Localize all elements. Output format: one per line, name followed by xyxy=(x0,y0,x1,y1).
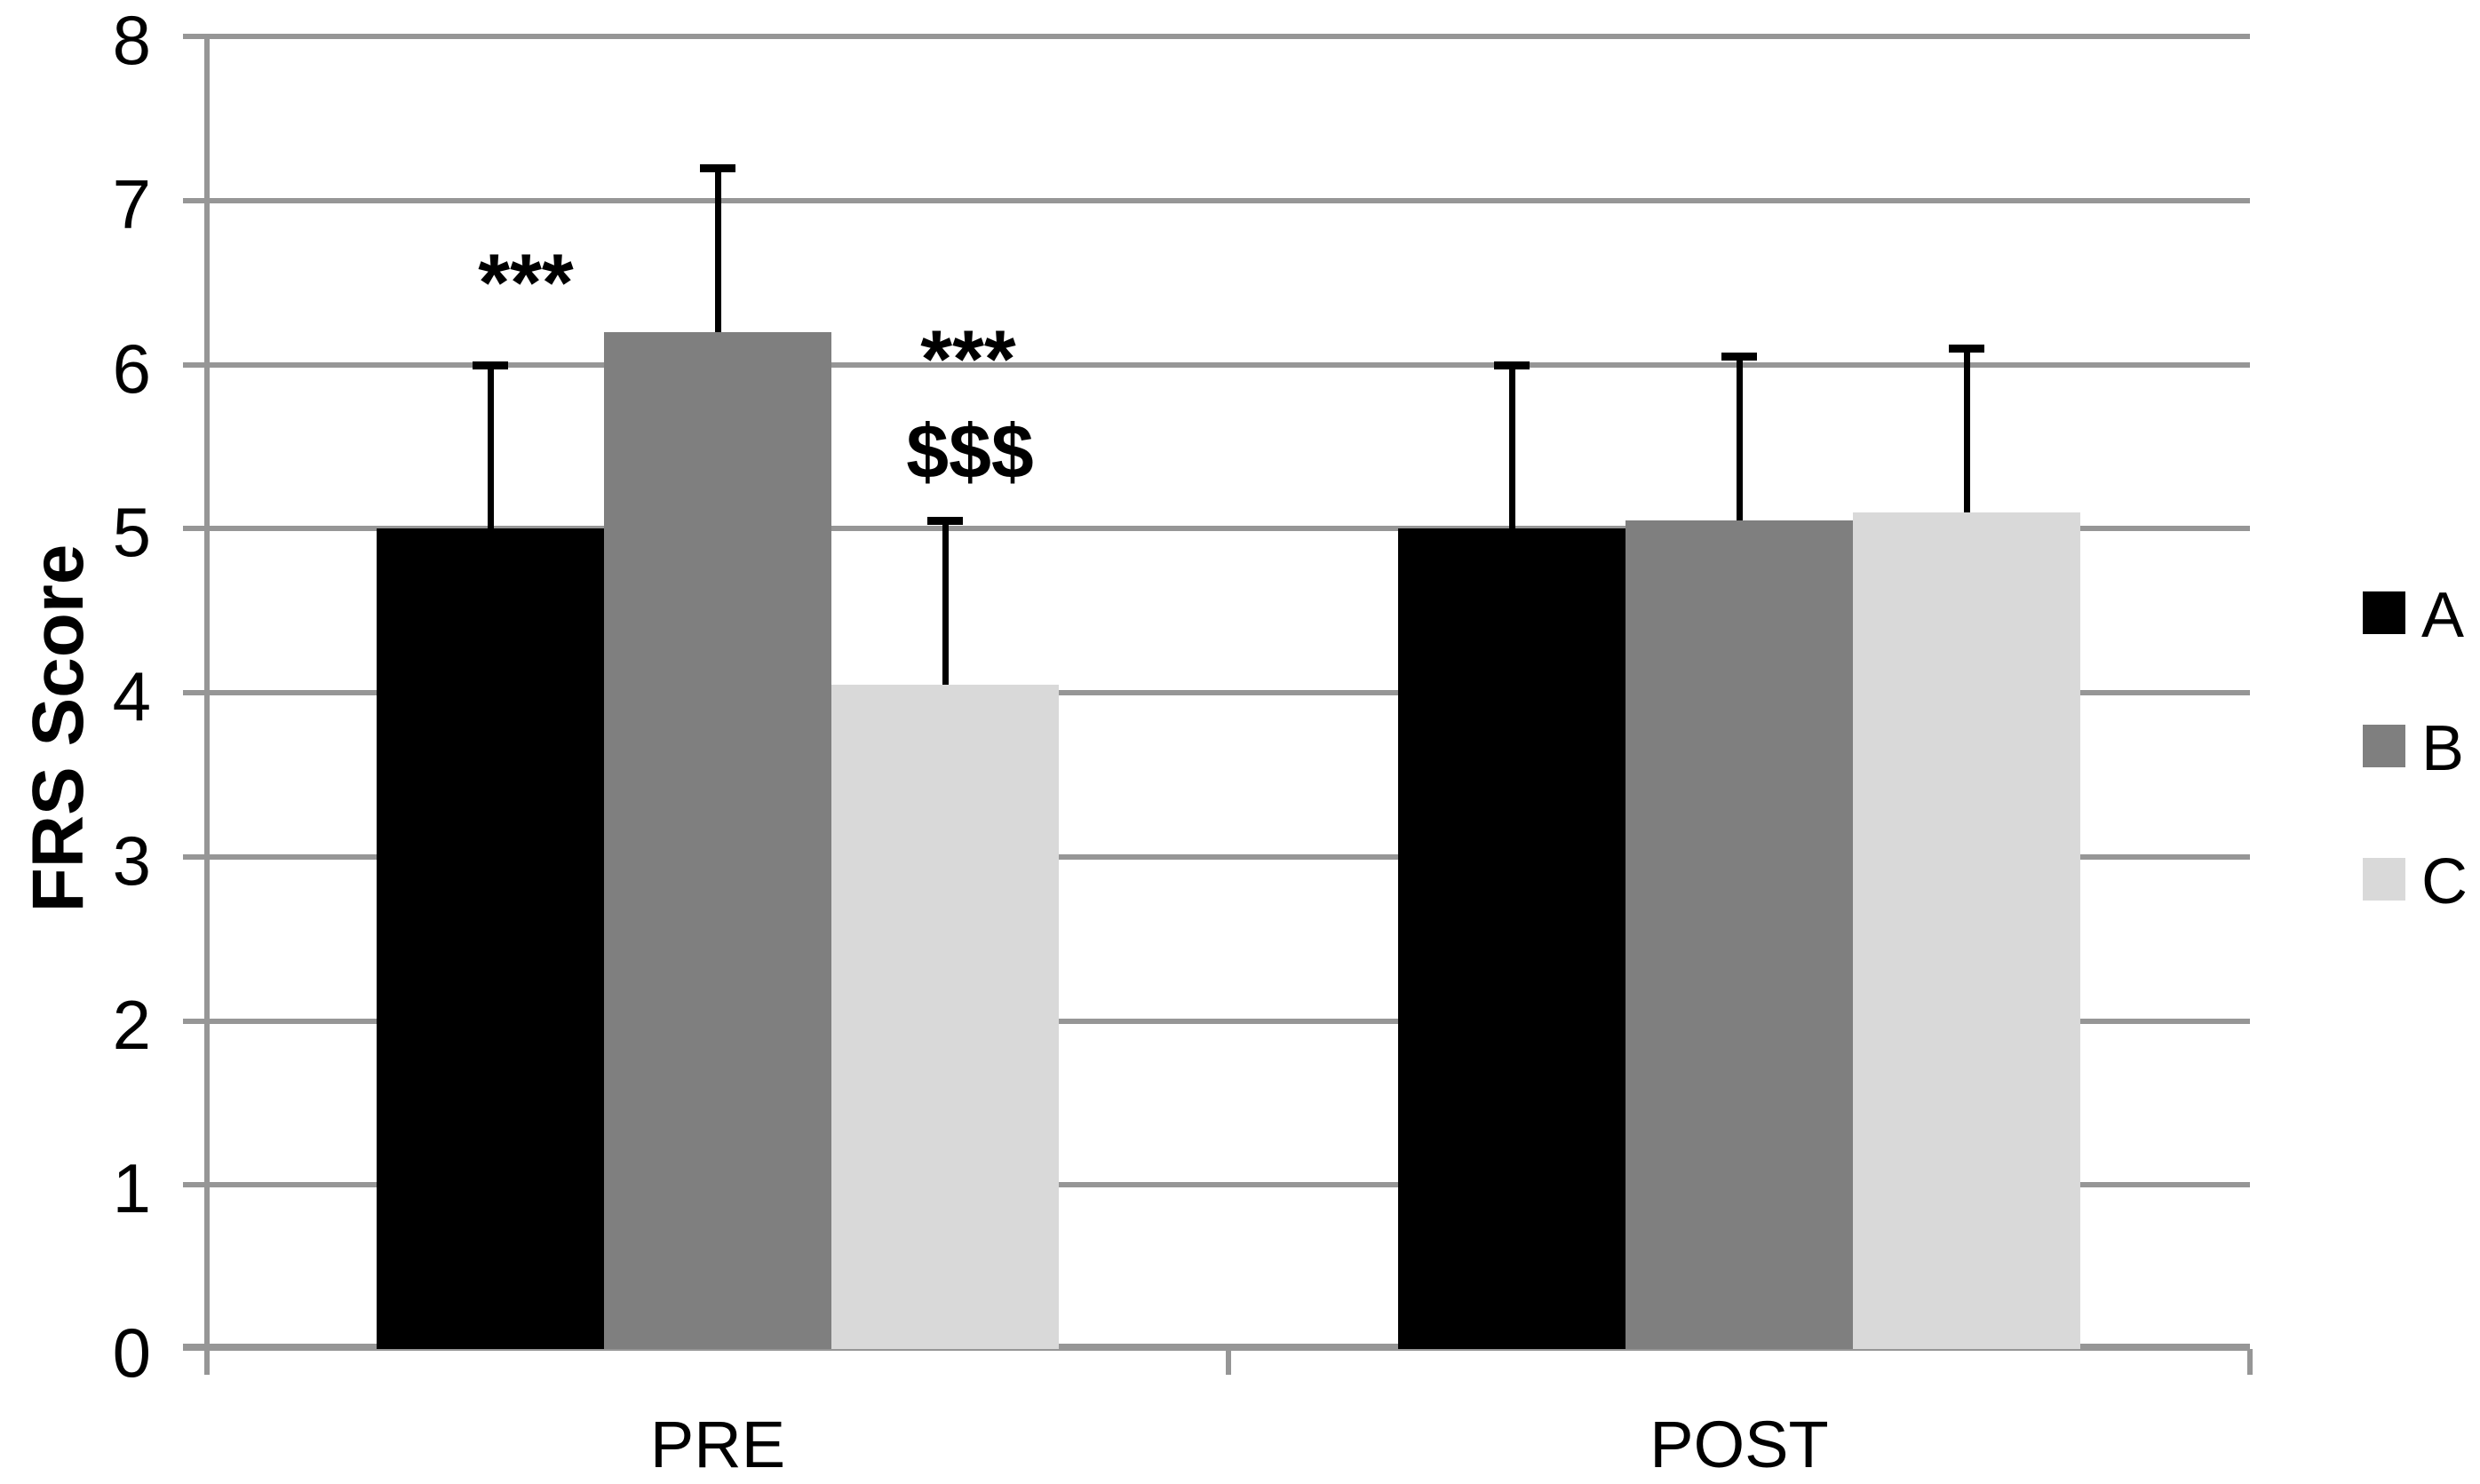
gridline xyxy=(183,853,2250,860)
x-axis-tick xyxy=(1226,1349,1231,1375)
bar-post-a xyxy=(1398,528,1626,1349)
bar-pre-b xyxy=(604,331,831,1349)
error-bar-cap xyxy=(1721,353,1757,361)
legend-swatch-b xyxy=(2363,725,2405,767)
y-tick-label: 8 xyxy=(112,1,151,79)
legend-swatch-c xyxy=(2363,858,2405,901)
error-bar-cap xyxy=(700,163,735,172)
gridline xyxy=(183,526,2250,532)
significance-annotation: $$$ xyxy=(906,409,1034,495)
error-bar-whisker xyxy=(714,167,721,332)
bar-post-c xyxy=(1853,512,2080,1349)
y-tick-label: 2 xyxy=(112,985,151,1064)
gridline xyxy=(183,34,2250,39)
error-bar-cap xyxy=(1494,361,1530,369)
error-bar-whisker xyxy=(1508,364,1515,529)
error-bar-whisker xyxy=(942,520,949,685)
y-tick-label: 7 xyxy=(112,164,151,243)
error-bar-cap xyxy=(473,361,508,369)
y-tick-label: 1 xyxy=(112,1149,151,1228)
error-bar-cap xyxy=(1949,345,1984,353)
legend-label-b: B xyxy=(2421,713,2465,784)
significance-annotation: *** xyxy=(920,314,1016,406)
bar-pre-a xyxy=(377,528,604,1349)
error-bar-whisker xyxy=(487,364,494,529)
x-axis-tick xyxy=(2247,1349,2253,1375)
bar-pre-c xyxy=(831,684,1059,1349)
x-axis-line xyxy=(183,1344,2250,1351)
y-tick-label: 3 xyxy=(112,821,151,900)
error-bar-cap xyxy=(927,517,963,525)
legend-label-c: C xyxy=(2421,846,2468,917)
x-category-label-post: POST xyxy=(1649,1408,1829,1481)
gridline xyxy=(183,197,2250,203)
significance-annotation: *** xyxy=(478,237,574,329)
gridline xyxy=(183,1018,2250,1024)
gridline xyxy=(183,1182,2250,1188)
error-bar-whisker xyxy=(1963,348,1970,512)
legend-swatch-a xyxy=(2363,591,2405,634)
y-axis-title: FRS Score xyxy=(18,544,99,913)
gridline xyxy=(183,361,2250,368)
gridline xyxy=(183,690,2250,695)
x-category-label-pre: PRE xyxy=(649,1408,786,1481)
y-tick-label: 5 xyxy=(112,493,151,572)
error-bar-whisker xyxy=(1736,356,1743,520)
bar-post-b xyxy=(1626,520,1853,1349)
y-tick-label: 6 xyxy=(112,329,151,408)
y-axis-line xyxy=(204,36,210,1375)
y-tick-label: 4 xyxy=(112,657,151,735)
y-tick-label: 0 xyxy=(112,1313,151,1392)
legend-label-a: A xyxy=(2421,580,2465,651)
